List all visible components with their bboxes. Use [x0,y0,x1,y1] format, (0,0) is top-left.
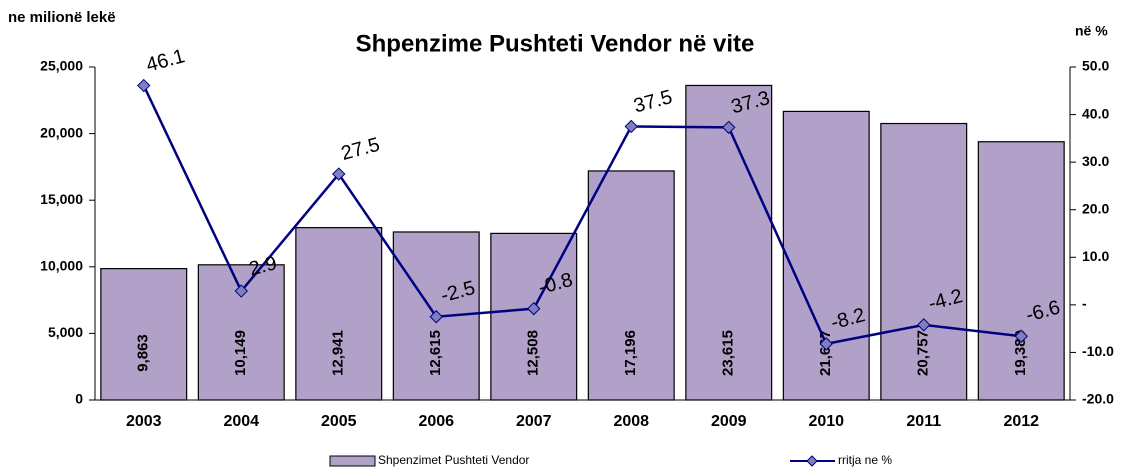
y-tick-label: 25,000 [40,58,83,74]
y2-axis-title: në % [1075,23,1108,39]
x-tick-label: 2008 [613,413,649,430]
bar [977,141,1065,401]
bar [587,170,675,401]
line-marker [917,318,931,332]
x-tick-label: 2009 [711,413,747,430]
x-tick-label: 2005 [321,413,357,430]
bar-value-label: 12,941 [330,330,347,376]
y2-tick-label: 40.0 [1082,105,1109,121]
y-tick-label: 20,000 [40,124,83,140]
y2-tick-label: 10.0 [1082,248,1109,264]
line-marker [819,337,833,351]
legend-label: Shpenzimet Pushteti Vendor [378,453,529,467]
line-marker [527,301,541,316]
legend-marker [806,455,818,467]
chart-title: Shpenzime Pushteti Vendor në vite [356,30,755,57]
line [142,85,1022,346]
bar [295,227,383,401]
line-value-label: 37.5 [631,86,674,117]
bar [880,122,968,401]
line-marker [722,120,736,135]
line-marker [234,284,248,298]
bar [685,84,773,401]
x-tick-label: 2003 [126,413,162,430]
bar-value-label: 20,757 [915,330,932,376]
line-marker [624,119,638,134]
line-marker [1014,329,1028,343]
y2-tick-label: 20.0 [1082,200,1109,216]
y2-tick-label: 30.0 [1082,153,1109,169]
y2-tick-label: - [1082,296,1087,312]
bar-value-label: 23,615 [720,330,737,376]
line-value-label: 27.5 [339,134,382,165]
y2-tick-label: -10.0 [1082,343,1114,359]
y-tick-label: 0 [75,391,83,407]
y2-tick-label: -20.0 [1082,391,1114,407]
bar-value-label: 12,508 [525,330,542,376]
bar-value-label: 12,615 [427,330,444,376]
x-tick-label: 2010 [808,413,844,430]
x-tick-label: 2011 [906,413,941,430]
bar-value-label: 9,863 [135,334,152,372]
bar-value-label: 10,149 [232,330,249,376]
line-marker [332,167,346,181]
y2-tick-label: 50.0 [1082,58,1109,74]
y-tick-label: 15,000 [40,191,83,207]
line-value-label: 46.1 [144,45,187,76]
x-tick-label: 2006 [418,413,454,430]
bar [490,232,578,401]
bar-value-label: 17,196 [622,330,639,376]
legend-label: rritja ne % [838,453,892,467]
y-axis-title: ne milionë lekë [8,9,116,26]
x-tick-label: 2007 [516,413,552,430]
line-marker [429,310,443,324]
bar [782,110,870,401]
x-tick-label: 2004 [223,413,259,430]
y-tick-label: 5,000 [48,324,83,340]
bar [100,268,188,401]
legend-swatch [329,455,376,467]
x-tick-label: 2012 [1003,413,1039,430]
y-tick-label: 10,000 [40,258,83,274]
bar-value-label: 21,667 [817,330,834,376]
line-marker [137,78,151,93]
bar-value-label: 19,389 [1012,330,1029,376]
